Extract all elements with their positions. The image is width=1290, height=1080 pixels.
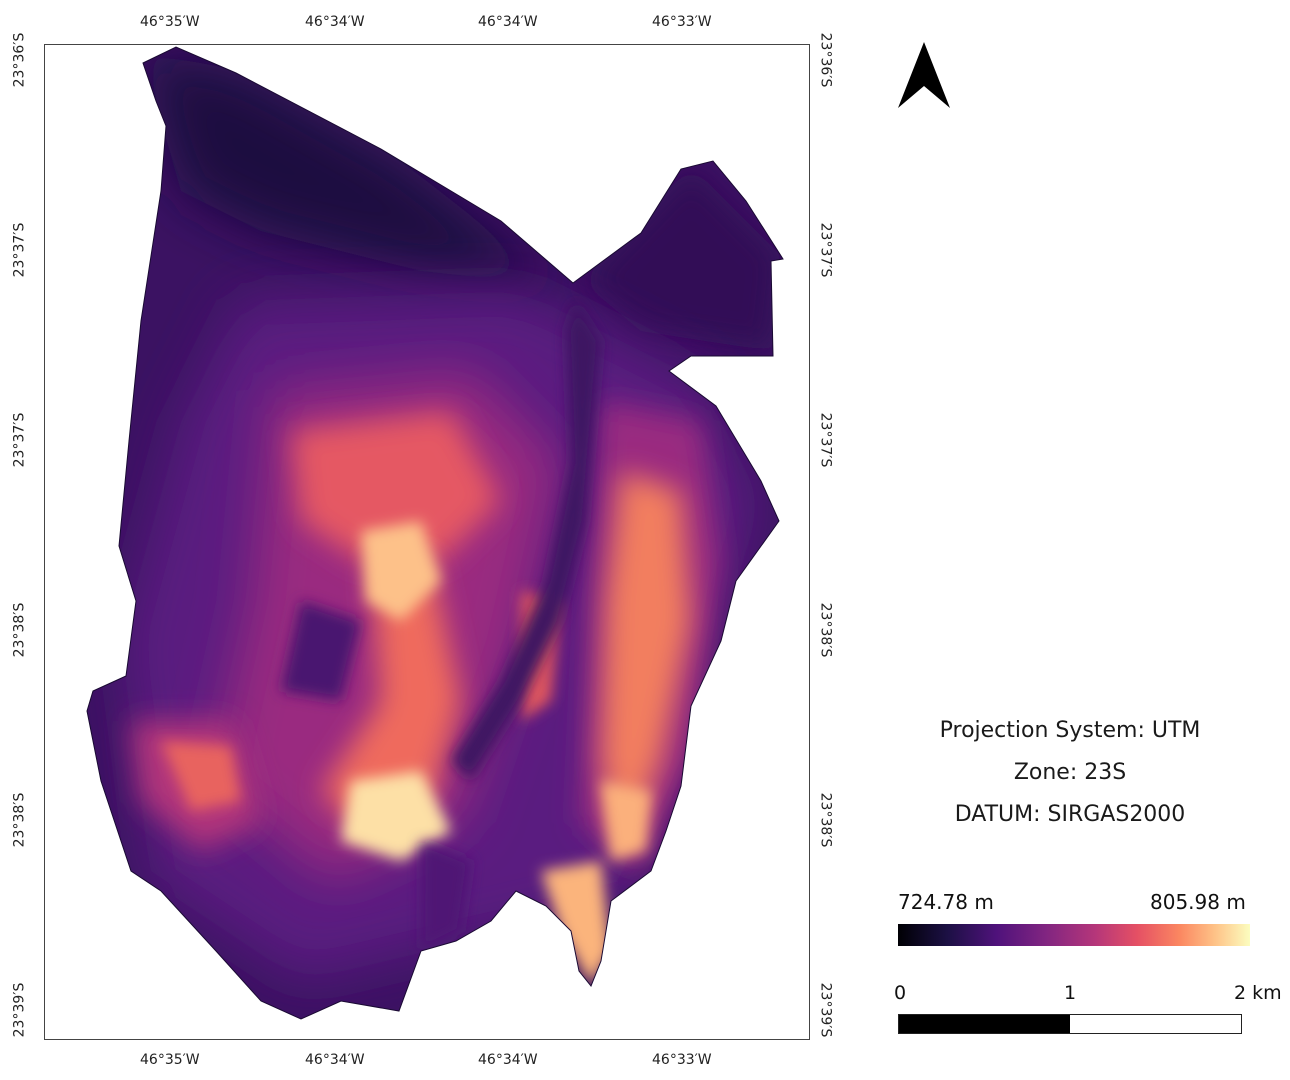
bottom-tick-label-2: 46°34′W	[305, 1052, 365, 1068]
legend-max-label: 805.98 m	[1150, 890, 1246, 914]
top-tick-label-1: 46°35′W	[140, 14, 200, 30]
left-tick-label-4: 23°38′S	[11, 602, 28, 658]
right-tick-label-3: 23°37′S	[817, 412, 834, 468]
right-tick-label-2: 23°37′S	[817, 222, 834, 278]
top-tick-label-4: 46°33′W	[652, 14, 712, 30]
right-tick-label-1: 23°36′S	[817, 32, 834, 88]
zone-text: Zone: 23S	[1013, 760, 1127, 785]
projection-info: Projection System: UTM Zone: 23S DATUM: …	[910, 710, 1230, 836]
map-frame	[44, 44, 810, 1040]
north-arrow-icon	[898, 42, 950, 108]
left-tick-label-2: 23°37′S	[11, 222, 28, 278]
top-tick-label-2: 46°34′W	[305, 14, 365, 30]
projection-system-text: Projection System: UTM	[939, 718, 1201, 743]
bottom-tick-label-3: 46°34′W	[478, 1052, 538, 1068]
right-tick-label-6: 23°39′S	[817, 982, 834, 1038]
left-tick-label-5: 23°38′S	[11, 792, 28, 848]
left-tick-label-6: 23°39′S	[11, 982, 28, 1038]
legend-min-label: 724.78 m	[898, 890, 994, 914]
right-tick-label-5: 23°38′S	[817, 792, 834, 848]
elevation-raster	[87, 47, 783, 1019]
scale-label-0: 0	[894, 982, 907, 1004]
bottom-tick-label-4: 46°33′W	[652, 1052, 712, 1068]
bottom-tick-label-1: 46°35′W	[140, 1052, 200, 1068]
left-tick-label-3: 23°37′S	[11, 412, 28, 468]
elevation-map[interactable]	[45, 45, 811, 1041]
left-tick-label-1: 23°36′S	[11, 32, 28, 88]
scale-bar	[898, 1014, 1242, 1034]
elevation-color-ramp	[898, 924, 1250, 946]
right-tick-label-4: 23°38′S	[817, 602, 834, 658]
scale-label-1: 1	[1064, 982, 1077, 1004]
scale-label-2: 2 km	[1234, 982, 1282, 1004]
datum-text: DATUM: SIRGAS2000	[954, 802, 1186, 827]
top-tick-label-3: 46°34′W	[478, 14, 538, 30]
scale-bar-segment-black	[899, 1015, 1070, 1033]
scale-bar-segment-white	[1070, 1015, 1241, 1033]
